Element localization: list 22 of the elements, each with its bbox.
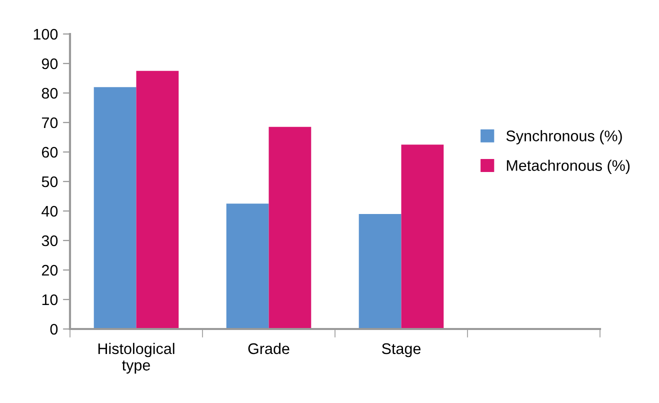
y-tick-label: 0 (50, 324, 58, 335)
x-tick-label: Grade (248, 342, 290, 354)
y-tick-label: 50 (42, 176, 58, 188)
y-tick-label: 60 (42, 146, 58, 158)
y-tick-label: 70 (42, 117, 58, 128)
y-tick-label: 10 (42, 294, 58, 306)
bar (358, 214, 402, 329)
legend-label: Synchronous (%) (506, 130, 622, 144)
x-tick-label: Stage (382, 343, 421, 358)
y-tick-label: 100 (34, 28, 58, 40)
bar (94, 87, 136, 329)
legend-label: Metachronous (%) (506, 160, 630, 174)
bar (226, 204, 269, 329)
y-tick-label: 20 (42, 264, 58, 276)
bar (401, 144, 444, 329)
bar (268, 126, 312, 329)
y-tick-label: 90 (42, 58, 58, 70)
y-tick-label: 40 (42, 206, 58, 217)
y-tick-label: 30 (42, 235, 58, 246)
y-tick-label: 80 (42, 88, 58, 99)
bar (136, 70, 179, 329)
x-tick-label: Histological type (98, 342, 174, 374)
